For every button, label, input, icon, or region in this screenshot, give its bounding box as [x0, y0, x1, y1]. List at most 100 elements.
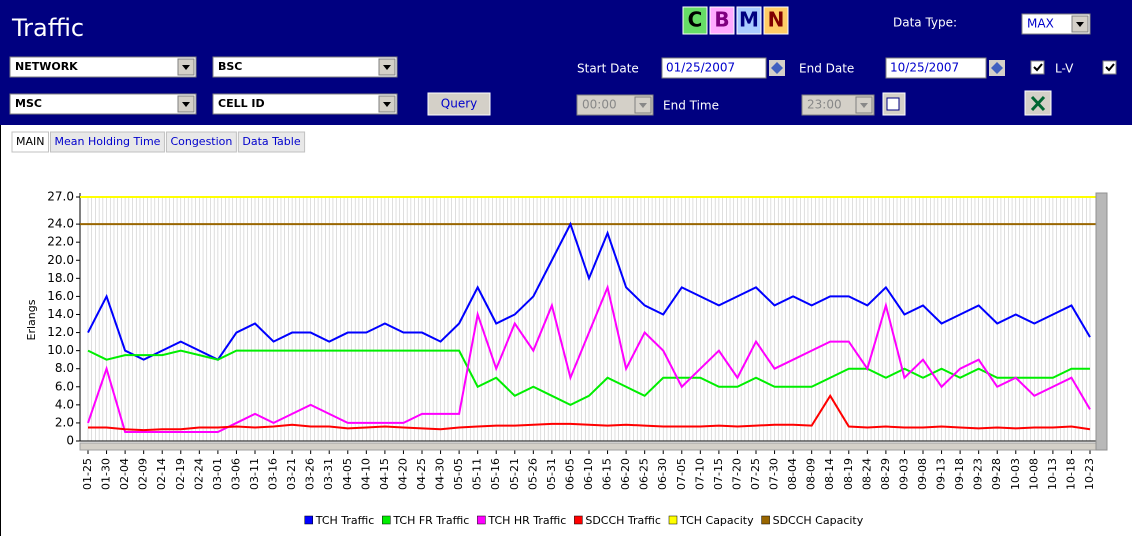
x-tick-label: 10-23 [1083, 458, 1096, 490]
x-tick-label: 06-20 [619, 458, 632, 490]
button-label: B [714, 8, 729, 32]
excel-button[interactable] [1024, 90, 1052, 116]
button-face [736, 6, 762, 35]
date-input[interactable]: 10/25/2007 [885, 57, 987, 79]
tab[interactable]: Congestion [165, 131, 237, 153]
icon-glyph [771, 62, 783, 74]
legend-swatch [668, 515, 678, 525]
x-tick-label: 04-05 [341, 458, 354, 490]
dropdown[interactable]: CELL ID [212, 93, 398, 115]
x-tick-label: 08-14 [823, 458, 836, 490]
dropdown: 23:00 [801, 94, 875, 116]
x-tick-label: 05-05 [452, 458, 465, 490]
color-button[interactable]: C [682, 6, 708, 35]
x-tick-label: 05-21 [508, 458, 521, 490]
tab[interactable]: Data Table [237, 131, 306, 153]
dropdown-box [212, 56, 398, 78]
dropdown[interactable]: MSC [9, 93, 197, 115]
field-label: Start Date [577, 62, 639, 76]
legend-label: TCH Traffic [315, 514, 375, 527]
x-tick-label: 08-29 [879, 458, 892, 490]
x-tick-label: 09-28 [990, 458, 1003, 490]
tab-label: MAIN [16, 135, 45, 148]
date-value: 10/25/2007 [890, 61, 959, 75]
field-label: Data Type: [893, 16, 957, 30]
legend-swatch [477, 515, 486, 525]
x-tick-label: 01-30 [100, 458, 113, 490]
dropdown-arrow [639, 103, 647, 108]
field-label: End Date [799, 62, 854, 76]
date-input[interactable]: 01/25/2007 [661, 57, 767, 79]
dropdown-arrow [182, 65, 190, 70]
tab[interactable]: MAIN [11, 131, 49, 153]
button-face [763, 6, 789, 35]
date-value: 01/25/2007 [666, 61, 735, 75]
series-line [87, 221, 1091, 361]
tab-face [50, 131, 165, 153]
checkbox[interactable] [1030, 60, 1045, 75]
x-tick-label: 05-16 [489, 458, 502, 490]
x-tick-label: 04-10 [359, 458, 372, 490]
dropdown-arrow [383, 102, 391, 107]
button-label: Query [441, 97, 477, 111]
checkmark [1105, 63, 1115, 72]
tab-face [237, 131, 306, 153]
legend-swatch [574, 515, 583, 525]
x-tick-label: 03-21 [285, 458, 298, 490]
x-tick-label: 02-24 [192, 458, 205, 490]
dropdown-arrow [182, 102, 190, 107]
color-button[interactable]: N [763, 6, 789, 35]
button-label: C [688, 8, 703, 32]
y-tick-label: 18.0 [47, 271, 74, 285]
x-tick-label: 04-15 [378, 458, 391, 490]
series-line [88, 393, 1091, 432]
dropdown-arrow [860, 103, 868, 108]
dropdown-value: MAX [1027, 17, 1054, 31]
x-tick-label: 06-30 [656, 458, 669, 490]
y-tick-label: 6.0 [55, 379, 74, 393]
calendar-button[interactable] [882, 92, 906, 116]
calendar-icon[interactable] [989, 60, 1005, 76]
field-label: L-V [1055, 62, 1074, 76]
x-tick-label: 03-16 [267, 458, 280, 490]
legend-label: SDCCH Traffic [585, 514, 661, 527]
x-tick-label: 10-08 [1027, 458, 1040, 490]
x-tick-label: 03-01 [211, 458, 224, 490]
dropdown[interactable]: MAX [1021, 13, 1091, 35]
y-tick-label: 14.0 [47, 307, 74, 321]
legend-label: TCH Capacity [679, 514, 754, 527]
x-tick-label: 10-18 [1064, 458, 1077, 490]
x-tick-label: 07-05 [675, 458, 688, 490]
checkbox[interactable] [1102, 60, 1117, 75]
x-tick-label: 01-25 [81, 458, 94, 490]
button-face [427, 92, 491, 116]
query-button[interactable]: Query [427, 92, 491, 116]
x-tick-label: 08-09 [805, 458, 818, 490]
tab-label: Congestion [170, 135, 232, 148]
x-tick-label: 10-03 [1009, 458, 1022, 490]
y-tick-label: 27.0 [47, 190, 74, 204]
x-tick-label: 09-18 [953, 458, 966, 490]
tab-face [11, 131, 49, 153]
legend-swatch [382, 515, 391, 525]
x-tick-label: 07-15 [712, 458, 725, 490]
x-tick-label: 07-25 [749, 458, 762, 490]
dropdown-box [212, 93, 398, 115]
x-tick-label: 09-03 [897, 458, 910, 490]
calendar-icon[interactable] [769, 60, 785, 76]
x-tick-label: 02-14 [155, 458, 168, 490]
y-axis-label: Erlangs [25, 299, 38, 340]
v-scrollbar [1095, 192, 1108, 451]
series-line [87, 349, 1090, 406]
x-tick-label: 02-19 [174, 458, 187, 490]
y-tick-label: 24.0 [47, 217, 74, 231]
x-tick-label: 05-11 [471, 458, 484, 490]
dropdown[interactable]: BSC [212, 56, 398, 78]
color-button[interactable]: M [736, 6, 762, 35]
color-button[interactable]: B [709, 6, 735, 35]
tab[interactable]: Mean Holding Time [50, 131, 165, 153]
date-box [661, 57, 767, 79]
icon-glyph [886, 97, 900, 111]
dropdown[interactable]: NETWORK [9, 56, 197, 78]
